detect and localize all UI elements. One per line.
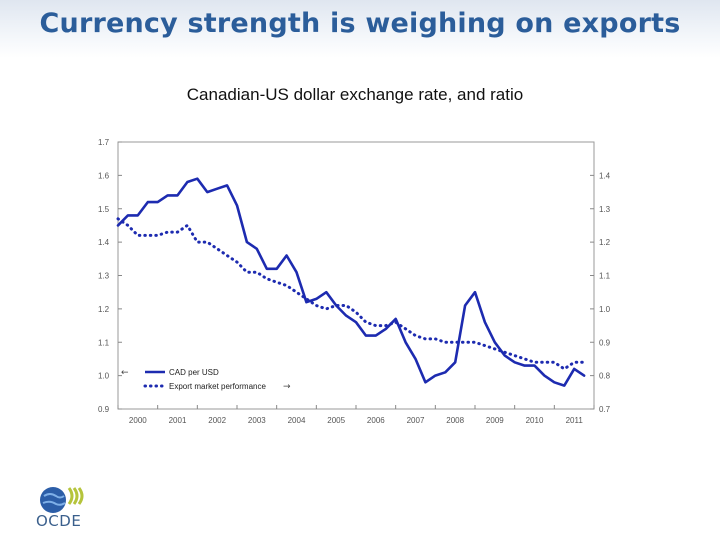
y-right-tick-label: 0.8 (599, 372, 611, 381)
chart-subtitle: Canadian-US dollar exchange rate, and ra… (186, 85, 524, 104)
x-tick-label: 2003 (248, 416, 266, 425)
y-left-tick-label: 1.4 (98, 238, 110, 247)
x-tick-label: 2001 (169, 416, 187, 425)
x-tick-label: 2007 (407, 416, 425, 425)
header-band (0, 0, 720, 58)
y-left-tick-label: 0.9 (98, 405, 110, 414)
y-right-tick-label: 1.1 (599, 272, 611, 281)
y-left-tick-label: 1.1 (98, 338, 110, 347)
y-right-tick-label: 0.7 (599, 405, 611, 414)
y-left-tick-label: 1.6 (98, 171, 110, 180)
x-tick-label: 2008 (446, 416, 464, 425)
y-right-tick-label: 0.9 (599, 338, 611, 347)
y-left-tick-label: 1.0 (98, 372, 110, 381)
y-right-tick-label: 1.2 (599, 238, 611, 247)
y-left-tick-label: 1.3 (98, 272, 110, 281)
export-performance-line (116, 217, 586, 371)
x-tick-label: 2011 (566, 416, 584, 425)
x-tick-label: 2000 (129, 416, 147, 425)
x-tick-label: 2010 (526, 416, 544, 425)
slide-title: Currency strength is weighing on exports (39, 8, 681, 39)
y-left-tick-label: 1.2 (98, 305, 110, 314)
x-tick-label: 2005 (327, 416, 345, 425)
y-left-tick-label: 1.7 (98, 138, 110, 147)
oecd-logo-icon (40, 487, 84, 513)
cad-per-usd-line (116, 177, 586, 387)
x-tick-label: 2006 (367, 416, 385, 425)
x-tick-label: 2002 (208, 416, 226, 425)
legend-arrow-left: ← (121, 368, 129, 378)
x-tick-label: 2004 (288, 416, 306, 425)
x-tick-label: 2009 (486, 416, 504, 425)
oecd-logo-text: OCDE (36, 512, 82, 530)
legend-label-cad: CAD per USD (169, 368, 219, 377)
y-right-tick-label: 1.4 (599, 171, 611, 180)
y-right-tick-label: 1.0 (599, 305, 611, 314)
legend-arrow-right: → (283, 382, 291, 392)
y-right-tick-label: 1.3 (599, 205, 611, 214)
legend-label-export: Export market performance (169, 382, 266, 391)
y-left-tick-label: 1.5 (98, 205, 110, 214)
